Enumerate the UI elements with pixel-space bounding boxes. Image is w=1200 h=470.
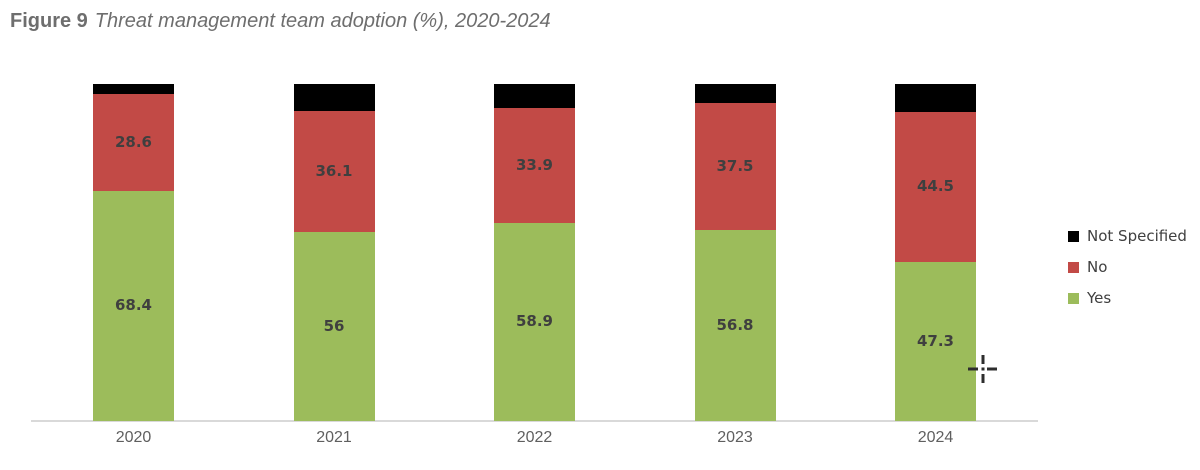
value-label: 56: [323, 317, 345, 336]
legend-swatch-icon: [1068, 261, 1079, 273]
crosshair-cursor-icon: [968, 355, 997, 383]
plot-area: 68.4 28.6 2020 56 36.1 2021 58.9 33.9 2022 56.8 37…: [31, 84, 1038, 446]
legend-label: Yes: [1087, 288, 1112, 307]
legend-item-no: No: [1068, 258, 1187, 276]
legend-swatch-icon: [1068, 292, 1079, 304]
segment-not-specified-2020: [93, 84, 174, 95]
bar-2022: 58.9 33.9: [494, 84, 575, 421]
segment-not-specified-2023: [694, 84, 776, 104]
bar-2021: 56 36.1: [293, 84, 375, 421]
segment-yes-2022: 58.9: [494, 222, 575, 421]
segment-not-specified-2022: [494, 84, 575, 109]
bar-2024: 47.3 44.5: [895, 84, 976, 421]
x-axis-label-2023: 2023: [717, 429, 753, 446]
value-label: 33.9: [515, 155, 553, 174]
value-label: 36.1: [315, 161, 353, 180]
bar-2023: 56.8 37.5: [694, 84, 776, 421]
value-label: 68.4: [114, 296, 152, 315]
legend-label: Not Specified: [1087, 226, 1187, 245]
segment-not-specified-2021: [293, 84, 375, 111]
segment-no-2021: 36.1: [293, 110, 375, 233]
legend-swatch-icon: [1068, 230, 1079, 242]
x-axis-label-2020: 2020: [115, 429, 152, 446]
value-label: 28.6: [114, 132, 152, 151]
value-label: 56.8: [716, 315, 754, 334]
segment-not-specified-2024: [895, 84, 976, 112]
value-label: 44.5: [916, 177, 954, 196]
x-axis-label-2024: 2024: [917, 429, 954, 446]
legend-label: No: [1087, 257, 1108, 276]
segment-no-2024: 44.5: [895, 111, 976, 262]
segment-no-2023: 37.5: [694, 103, 776, 230]
x-axis-label-2022: 2022: [516, 429, 553, 446]
legend-item-not-specified: Not Specified: [1068, 227, 1187, 245]
value-label: 47.3: [916, 331, 954, 350]
value-label: 37.5: [716, 156, 754, 175]
segment-no-2020: 28.6: [93, 94, 174, 191]
figure-caption: Threat management team adoption (%), 202…: [94, 10, 551, 32]
segment-yes-2024: 47.3: [895, 261, 976, 421]
segment-yes-2021: 56: [293, 232, 375, 421]
segment-yes-2023: 56.8: [694, 229, 776, 421]
segment-no-2022: 33.9: [494, 108, 575, 223]
value-label: 58.9: [515, 312, 553, 331]
segment-yes-2020: 68.4: [93, 190, 174, 421]
x-axis-label-2021: 2021: [316, 429, 352, 446]
bar-2020: 68.4 28.6: [93, 84, 174, 421]
figure-title: Figure 9 Threat management team adoption …: [10, 10, 551, 33]
legend: Not Specified No Yes: [1068, 227, 1187, 320]
x-axis-line: [31, 420, 1038, 422]
figure-number: Figure 9: [10, 10, 88, 32]
legend-item-yes: Yes: [1068, 289, 1187, 307]
